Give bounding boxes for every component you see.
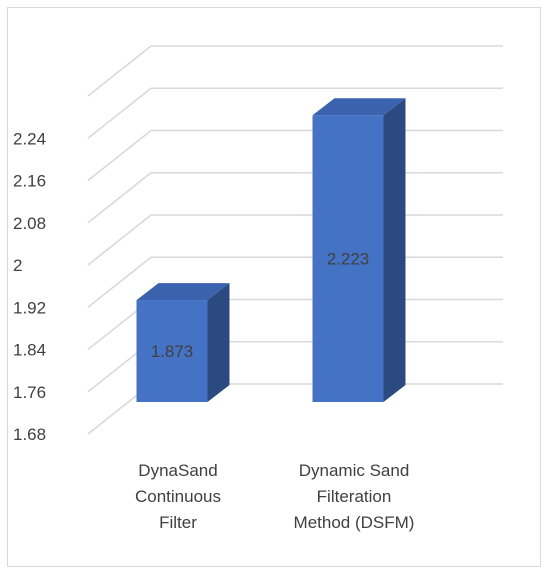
bar-side xyxy=(383,98,406,403)
x-axis-categories: DynaSand Continuous Filter Dynamic Sand Filt… xyxy=(135,461,414,532)
bar-front xyxy=(312,115,384,403)
bar-top xyxy=(312,98,406,116)
category-label-line: Filter xyxy=(159,513,197,532)
chart-frame: 1.68 1.76 1.84 1.92 2 2.08 2.16 2.24 1.873 2.223… xyxy=(7,7,541,567)
category-label-line: Continuous xyxy=(135,487,221,506)
y-tick-label: 1.68 xyxy=(13,425,46,444)
bar-top xyxy=(136,283,230,301)
y-axis-ticks: 1.68 1.76 1.84 1.92 2 2.08 2.16 2.24 xyxy=(13,129,46,444)
data-label: 2.223 xyxy=(327,250,370,269)
y-tick-label: 2.24 xyxy=(13,129,46,148)
gridline xyxy=(87,45,503,97)
y-tick-label: 2.08 xyxy=(13,214,46,233)
bar-chart: 1.68 1.76 1.84 1.92 2 2.08 2.16 2.24 1.873 2.223… xyxy=(13,45,503,532)
y-tick-label: 2.16 xyxy=(13,172,46,191)
gridlines xyxy=(87,45,503,435)
gridline xyxy=(87,87,503,139)
y-tick-label: 1.84 xyxy=(13,341,46,360)
bars: 1.873 2.223 xyxy=(136,98,406,403)
bar-front xyxy=(136,300,208,402)
y-tick-label: 1.92 xyxy=(13,298,46,317)
y-tick-label: 1.76 xyxy=(13,383,46,402)
category-label-line: Method (DSFM) xyxy=(294,513,415,532)
category-label-line: Dynamic Sand xyxy=(299,461,410,480)
y-tick-label: 2 xyxy=(13,256,22,275)
bar-1: 1.873 xyxy=(136,283,230,402)
category-label-line: DynaSand xyxy=(138,461,217,480)
category-label-1: DynaSand Continuous Filter xyxy=(135,461,221,532)
bar-2: 2.223 xyxy=(312,98,406,403)
category-label-line: Filteration xyxy=(317,487,392,506)
bar-side xyxy=(207,283,230,402)
data-label: 1.873 xyxy=(151,342,194,361)
category-label-2: Dynamic Sand Filteration Method (DSFM) xyxy=(294,461,415,532)
